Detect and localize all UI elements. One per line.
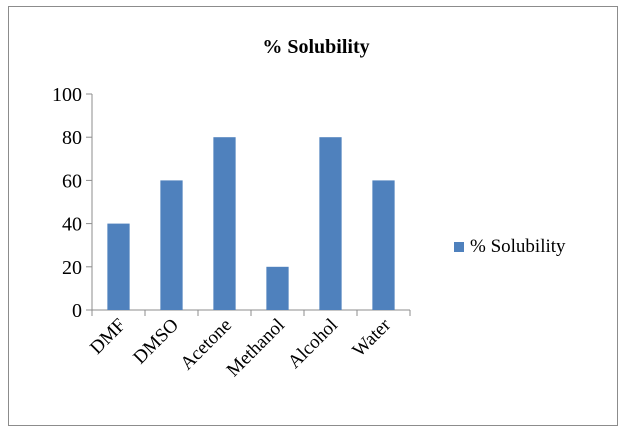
bar-water — [372, 180, 395, 310]
chart-title: % Solubility — [262, 36, 369, 58]
bar-methanol — [266, 266, 289, 310]
y-tick-label: 0 — [72, 300, 82, 322]
legend-swatch — [454, 242, 464, 252]
x-tick-label: DMSO — [129, 315, 183, 369]
chart-frame — [8, 6, 618, 426]
x-tick-label: Alcohol — [284, 315, 342, 373]
legend-label: % Solubility — [470, 236, 566, 257]
bar-alcohol — [319, 137, 342, 310]
bar-dmso — [160, 180, 183, 310]
bar-acetone — [213, 137, 236, 310]
y-tick-label: 100 — [52, 84, 82, 106]
x-tick-label: DMF — [86, 315, 130, 359]
y-tick-label: 20 — [62, 257, 82, 279]
x-tick-label: Water — [348, 314, 395, 361]
y-tick-label: 40 — [62, 214, 82, 236]
x-tick-label: Methanol — [223, 315, 289, 381]
bar-dmf — [107, 223, 130, 310]
legend: % Solubility — [454, 236, 566, 257]
y-tick-label: 60 — [62, 170, 82, 192]
y-tick-label: 80 — [62, 127, 82, 149]
